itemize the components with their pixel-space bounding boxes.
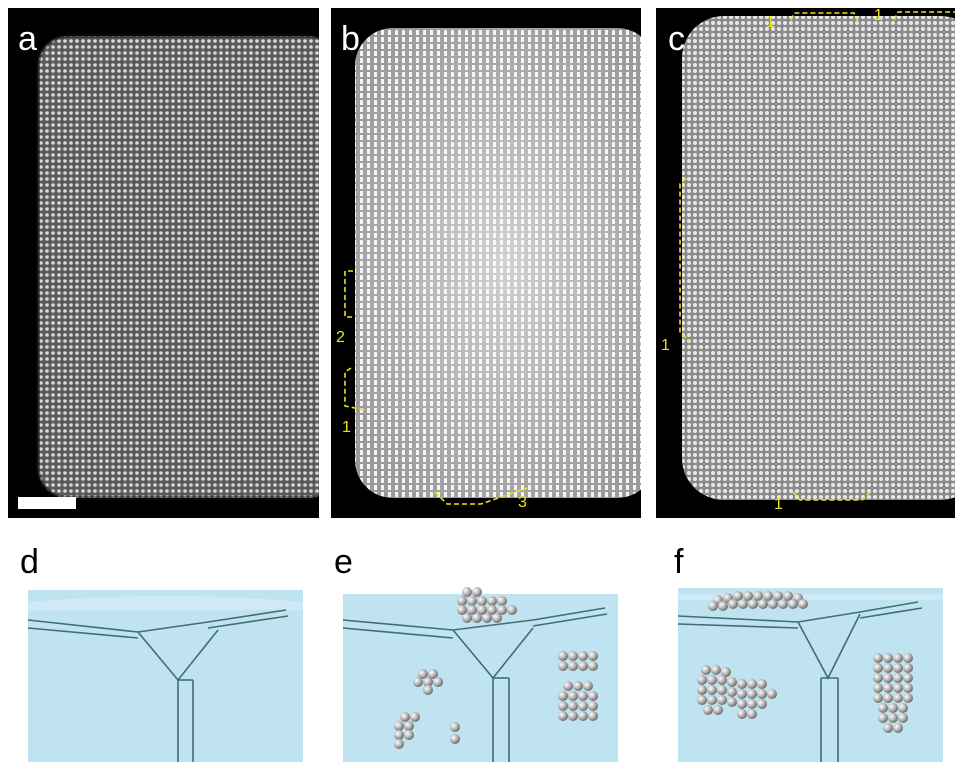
schematic-panel-e — [343, 582, 618, 762]
defect-label-1-bottom: 1 — [774, 496, 783, 513]
schematic-panel-f — [678, 588, 943, 762]
panel-label-e: e — [334, 543, 353, 581]
micrograph-panel-c: c 1 1 1 1 — [656, 8, 955, 518]
micrograph-b-image — [331, 8, 641, 518]
micrograph-c-image — [656, 8, 955, 518]
grain-boundary-schematic-f — [678, 588, 943, 762]
defect-label-1-top-right: 1 — [874, 8, 883, 24]
defect-label-1: 1 — [342, 419, 351, 436]
defect-label-1-left: 1 — [661, 337, 670, 354]
panel-label-a: a — [18, 20, 37, 58]
defect-label-3: 3 — [518, 494, 527, 511]
scale-bar — [18, 497, 76, 509]
panel-label-c: c — [668, 20, 685, 58]
grain-boundary-schematic-d — [28, 590, 303, 762]
defect-label-2: 2 — [336, 329, 345, 346]
panel-label-d: d — [20, 543, 39, 581]
panel-label-b: b — [341, 20, 360, 58]
micrograph-panel-a: a — [8, 8, 319, 518]
panel-label-f: f — [674, 543, 684, 581]
schematic-panel-d — [28, 590, 303, 762]
defect-label-1-top-left: 1 — [766, 14, 775, 31]
micrograph-panel-b: b 2 1 3 — [331, 8, 641, 518]
grain-boundary-schematic-e — [343, 587, 618, 762]
micrograph-a-image — [8, 8, 319, 518]
